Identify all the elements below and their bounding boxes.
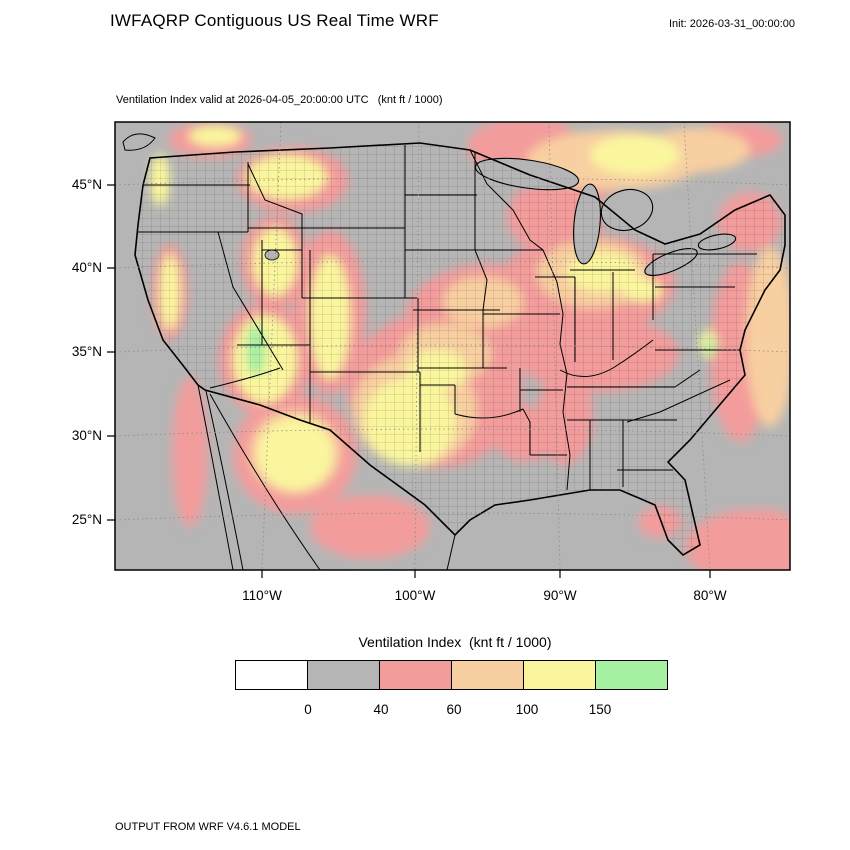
- legend-tick-60: 60: [446, 702, 462, 717]
- legend-colorbar: [235, 660, 668, 690]
- lat-label-40n: 40°N: [71, 260, 102, 275]
- map-frame: [114, 121, 791, 571]
- init-timestamp: Init: 2026-03-31_00:00:00: [669, 18, 795, 30]
- us-outline: [134, 142, 786, 557]
- legend-swatch-yellow: [523, 660, 596, 690]
- lat-label-30n: 30°N: [71, 428, 102, 443]
- legend-tick-40: 40: [373, 702, 389, 717]
- lon-label-110w: 110°W: [242, 588, 282, 603]
- axis-ticks: [107, 184, 711, 578]
- lon-label-90w: 90°W: [543, 588, 577, 603]
- state-borders: [138, 145, 757, 492]
- legend-swatch-green: [595, 660, 668, 690]
- legend-swatch-pink: [379, 660, 452, 690]
- legend-title: Ventilation Index (knt ft / 1000): [358, 634, 552, 650]
- legend-tick-100: 100: [515, 702, 539, 717]
- vancouver-island: [122, 133, 156, 151]
- legend-tick-0: 0: [304, 702, 312, 717]
- model-info-footer: OUTPUT FROM WRF V4.6.1 MODEL WE = 580 ; …: [115, 795, 548, 850]
- legend-tick-150: 150: [588, 702, 612, 717]
- lat-label-35n: 35°N: [71, 344, 102, 359]
- legend-swatch-gray: [307, 660, 380, 690]
- footer-line-1: OUTPUT FROM WRF V4.6.1 MODEL: [115, 821, 301, 833]
- lon-label-100w: 100°W: [394, 588, 436, 603]
- legend-swatch-tan: [451, 660, 524, 690]
- page-title: IWFAQRP Contiguous US Real Time WRF: [110, 11, 439, 30]
- legend-swatch-white: [235, 660, 308, 690]
- lat-lon-gridlines: [115, 122, 790, 570]
- lat-label-45n: 45°N: [71, 177, 102, 192]
- lat-label-25n: 25°N: [71, 512, 102, 527]
- us-map: [107, 121, 791, 578]
- valid-time-label: Ventilation Index valid at 2026-04-05_20…: [116, 94, 443, 106]
- mexico-coastlines: [197, 384, 456, 570]
- lon-label-80w: 80°W: [693, 588, 727, 603]
